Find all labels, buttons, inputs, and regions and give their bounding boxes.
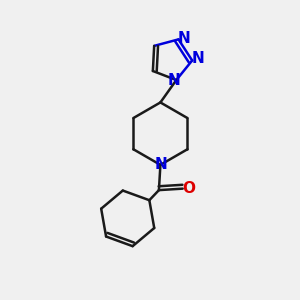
Text: N: N (154, 158, 167, 172)
Text: O: O (183, 181, 196, 196)
Text: N: N (168, 73, 180, 88)
Text: N: N (192, 52, 205, 67)
Text: N: N (178, 31, 191, 46)
